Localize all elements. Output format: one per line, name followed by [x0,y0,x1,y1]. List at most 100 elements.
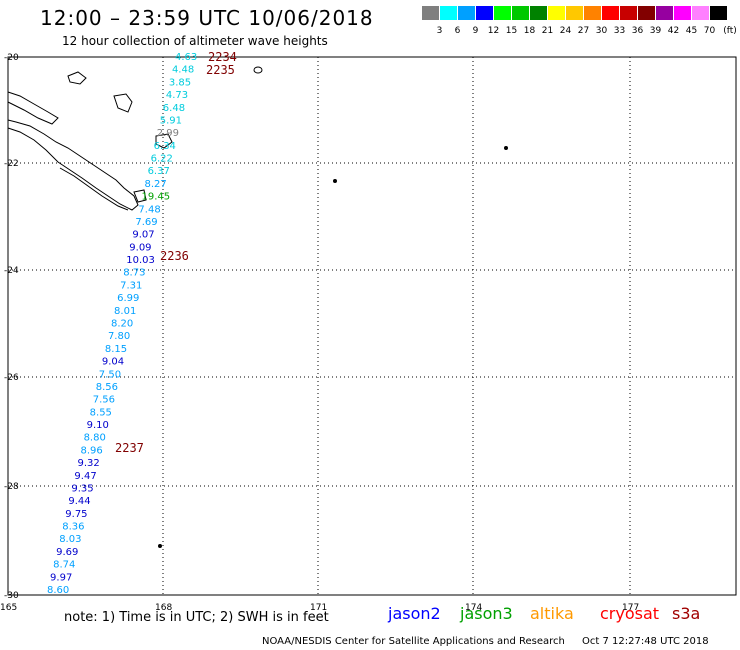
legend-label: 39 [649,26,662,36]
latitude-label: -28 [4,482,19,492]
legend-label: 15 [505,26,518,36]
swh-value: 6.99 [117,293,139,304]
legend-label: 27 [577,26,590,36]
map-subtitle: 12 hour collection of altimeter wave hei… [62,34,328,48]
coastline [7,66,508,548]
mission-jason2: jason2 [388,604,441,623]
legend-swatch [584,6,601,20]
longitude-label: 171 [310,603,327,613]
swh-value: 4.73 [166,90,188,101]
legend-swatch [674,6,691,20]
legend-label: 70 [703,26,716,36]
longitude-label: 165 [0,603,17,613]
longitude-labels: 165 168 171 174 177 [0,603,639,613]
legend-swatch [494,6,511,20]
swh-value: 8.01 [114,306,136,317]
legend-swatch [638,6,655,20]
legend-swatch [476,6,493,20]
legend-label: 24 [559,26,572,36]
swh-value: 6.34 [154,141,176,152]
islet-3 [504,146,508,150]
swh-value: 7.56 [93,395,115,406]
credit-text: NOAA/NESDIS Center for Satellite Applica… [262,636,565,647]
mission-s3a: s3a [672,604,701,623]
latitude-label: -20 [4,53,19,63]
legend-swatch [656,6,673,20]
legend-label: 30 [595,26,608,36]
swh-value: 9.97 [50,572,72,583]
altimeter-track: 4.63 4.483.85 4.73 6.485.91 2.99 6.34 6.226.37… [47,52,197,596]
swh-value: 7.31 [120,280,142,291]
legend-swatch [620,6,637,20]
swh-value: 7.48 [138,204,160,215]
swh-value: 8.60 [47,585,69,596]
swh-value: 7.69 [135,217,157,228]
legend-swatch [548,6,565,20]
legend-swatch [692,6,709,20]
legend-swatch [566,6,583,20]
mission-altika: altika [530,604,574,623]
grid-lines [8,57,736,595]
swh-value: 9.07 [132,230,154,241]
mare-island [133,189,147,203]
legend-label: 33 [613,26,626,36]
swh-value: 8.96 [81,445,103,456]
swh-value: 9.69 [56,547,78,558]
latitude-label: -22 [4,159,19,169]
generated-timestamp: Oct 7 12:27:48 UTC 2018 [582,636,709,647]
legend-label: 12 [487,26,500,36]
island-north-1 [7,91,59,125]
island-north-3 [113,93,133,113]
swh-value: 9.32 [77,458,99,469]
longitude-label: 168 [155,603,172,613]
swh-value: 2.99 [157,128,179,139]
latitude-label: -26 [4,373,19,383]
swh-value: 8.73 [123,268,145,279]
mission-cryosat: cryosat [600,604,660,623]
legend-label: 21 [541,26,554,36]
islet-1 [253,66,263,74]
swh-value: 3.85 [169,77,191,88]
legend-swatch [512,6,529,20]
legend-label: 18 [523,26,536,36]
latitude-labels: -20 -22 -24 -26 -28 -30 [4,53,19,601]
swh-value: 8.56 [96,382,118,393]
legend-swatch [530,6,547,20]
legend-label: 6 [454,26,461,36]
map-frame [7,56,737,596]
swh-value: 10.03 [126,255,155,266]
longitude-label: 174 [465,603,482,613]
time-label: 2236 [160,249,189,263]
swh-value: 4.48 [172,65,194,76]
legend-swatch [440,6,457,20]
legend-label: 3 [436,26,443,36]
swh-value: 8.74 [53,560,75,571]
swh-value: 4.63 [175,52,197,63]
swh-value: 8.36 [62,522,84,533]
legend-swatch [458,6,475,20]
swh-value: 8.27 [145,179,167,190]
mission-jason3: jason3 [460,604,513,623]
time-label: 2237 [115,441,144,455]
island-north-2 [67,71,87,85]
time-label: 2235 [206,63,235,77]
legend-label: 45 [685,26,698,36]
swh-value: 9.10 [87,420,109,431]
swh-value: 7.80 [108,331,130,342]
map-title: 12:00 – 23:59 UTC 10/06/2018 [40,6,374,30]
swh-value: 9.75 [65,509,87,520]
swh-value: 8.03 [59,534,81,545]
new-caledonia-coast [7,119,139,211]
swh-value: 5.91 [160,115,182,126]
time-label: 2234 [208,50,237,64]
swh-value: 8.20 [111,319,133,330]
lifou-island [155,133,173,149]
longitude-label: 177 [622,603,639,613]
credit-line: NOAA/NESDIS Center for Satellite Applica… [262,636,709,647]
legend-label: 42 [667,26,680,36]
swh-value: 8.15 [105,344,127,355]
swh-value: 8.80 [84,433,106,444]
swh-value: 8.55 [90,407,112,418]
